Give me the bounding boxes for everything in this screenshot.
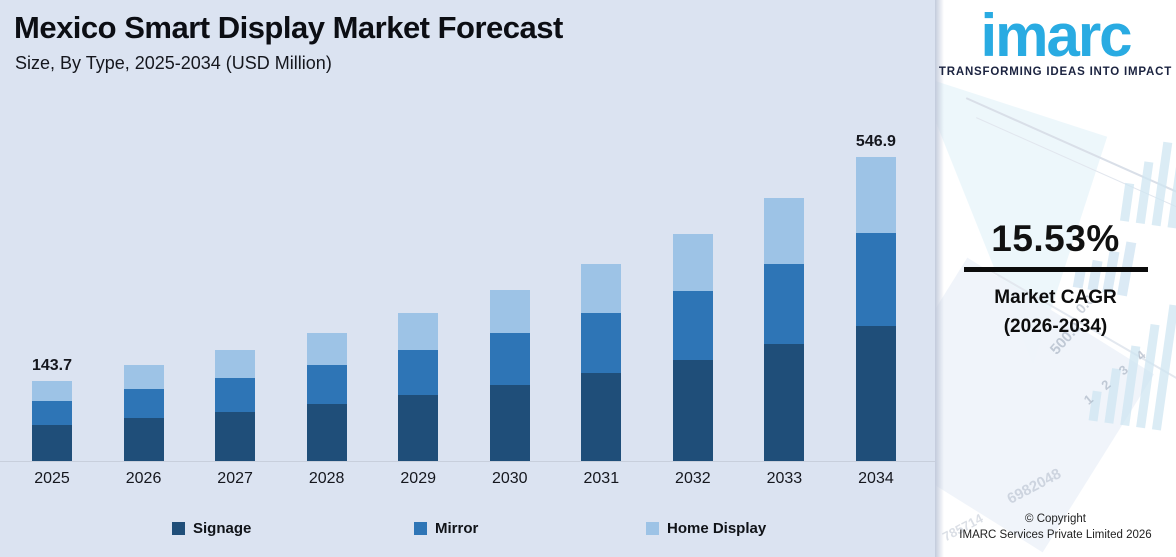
bar-segment-home-display	[672, 234, 713, 291]
imarc-logo-wordmark: imarc	[980, 2, 1132, 69]
x-axis-tick-label: 2027	[217, 470, 253, 487]
legend-swatch	[414, 522, 427, 535]
legend-label: Signage	[193, 520, 252, 537]
bar-segment-signage	[398, 395, 439, 461]
imarc-logo: imarc TRANSFORMING IDEAS INTO IMPACT	[935, 2, 1176, 79]
decorative-bar-chart	[1119, 117, 1176, 229]
bar-segment-home-display	[398, 313, 439, 350]
bar-2031: 2031	[581, 264, 622, 487]
bar-2025: 143.7 2025	[32, 357, 72, 487]
legend-item-mirror: Mirror	[414, 520, 478, 537]
cagr-callout: 15.53% Market CAGR (2026-2034)	[935, 218, 1176, 341]
watermark-text: 1 2 3 4	[1080, 343, 1154, 408]
bar-2027: 2027	[215, 350, 256, 487]
bar-segment-home-display	[764, 198, 805, 264]
bar-total-label: 143.7	[31, 357, 73, 374]
bar-segment-signage	[855, 326, 896, 461]
bar-segment-signage	[764, 344, 805, 461]
decorative-line	[965, 97, 1176, 205]
bar-segment-mirror	[32, 401, 72, 425]
bar-segment-home-display	[215, 350, 256, 378]
copyright-line1: © Copyright	[1025, 512, 1086, 525]
bar-segment-mirror	[855, 233, 896, 326]
x-axis-tick-label: 2026	[125, 470, 162, 487]
decorative-line	[976, 117, 1176, 224]
bar-2034: 546.9 2034	[855, 133, 896, 487]
legend-swatch	[646, 522, 659, 535]
chart-subtitle: Size, By Type, 2025-2034 (USD Million)	[15, 53, 332, 73]
bar-2032: 2032	[672, 234, 713, 487]
watermark-text: 6982048	[1004, 465, 1064, 508]
bar-segment-signage	[306, 404, 347, 461]
cagr-label-line1: Market CAGR	[994, 287, 1117, 308]
panel-edge-shadow	[935, 0, 944, 557]
bar-2030: 2030	[489, 290, 530, 487]
bar-segment-signage	[489, 385, 530, 461]
bar-segment-home-display	[581, 264, 622, 313]
bar-segment-mirror	[672, 291, 713, 360]
bar-2028: 2028	[306, 333, 347, 487]
copyright-line2: IMARC Services Private Limited 2026	[959, 529, 1152, 542]
bar-segment-home-display	[32, 381, 72, 401]
bar-2026: 2026	[123, 365, 164, 487]
bar-segment-mirror	[215, 378, 256, 412]
legend-item-signage: Signage	[172, 520, 251, 537]
bar-segment-mirror	[306, 365, 347, 404]
bar-segment-mirror	[764, 264, 805, 344]
chart-panel: Mexico Smart Display Market Forecast Siz…	[0, 10, 935, 544]
brand-side-panel: 500.0 0.0 1 2 3 4 6982048 785714 imarc T…	[935, 0, 1176, 557]
bar-segment-signage	[123, 418, 164, 461]
x-axis-tick-label: 2029	[400, 470, 436, 487]
cagr-label-line2: (2026-2034)	[1003, 315, 1108, 337]
bar-segment-signage	[32, 425, 72, 461]
legend-label: Mirror	[435, 520, 479, 537]
x-axis-tick-label: 2034	[858, 470, 894, 487]
bar-segment-signage	[215, 412, 256, 461]
x-axis-tick-label: 2028	[308, 470, 345, 487]
bar-segment-home-display	[123, 365, 164, 389]
bar-segment-mirror	[581, 313, 622, 373]
x-axis-tick-label: 2031	[583, 470, 620, 487]
legend-item-home-display: Home Display	[646, 520, 766, 537]
bar-segment-signage	[581, 373, 622, 461]
cagr-value: 15.53%	[991, 218, 1120, 259]
imarc-logo-tagline: TRANSFORMING IDEAS INTO IMPACT	[938, 66, 1173, 78]
x-axis-tick-label: 2025	[34, 470, 70, 487]
bar-segment-mirror	[489, 333, 530, 385]
x-axis-tick-label: 2033	[766, 470, 803, 487]
bar-total-label: 546.9	[855, 133, 896, 150]
bar-segment-home-display	[855, 157, 896, 233]
bar-segment-home-display	[489, 290, 530, 333]
copyright-notice: © Copyright IMARC Services Private Limit…	[935, 511, 1176, 544]
bar-segment-home-display	[306, 333, 347, 365]
plot-area: 143.7 2025 2026 2027 2028 2029 2030 2031 2032 203…	[32, 133, 896, 487]
legend-swatch	[172, 522, 185, 535]
page-title: Mexico Smart Display Market Forecast	[14, 10, 563, 45]
bar-segment-mirror	[123, 389, 164, 418]
x-axis-line	[0, 461, 935, 462]
x-axis-tick-label: 2032	[675, 470, 711, 487]
legend: Signage Mirror Home Display	[0, 520, 935, 544]
cagr-underline	[963, 267, 1148, 272]
bar-segment-signage	[672, 360, 713, 461]
bar-2033: 2033	[764, 198, 805, 487]
bar-segment-mirror	[398, 350, 439, 395]
x-axis-tick-label: 2030	[491, 470, 528, 487]
bar-2029: 2029	[398, 313, 439, 487]
legend-label: Home Display	[667, 520, 767, 537]
